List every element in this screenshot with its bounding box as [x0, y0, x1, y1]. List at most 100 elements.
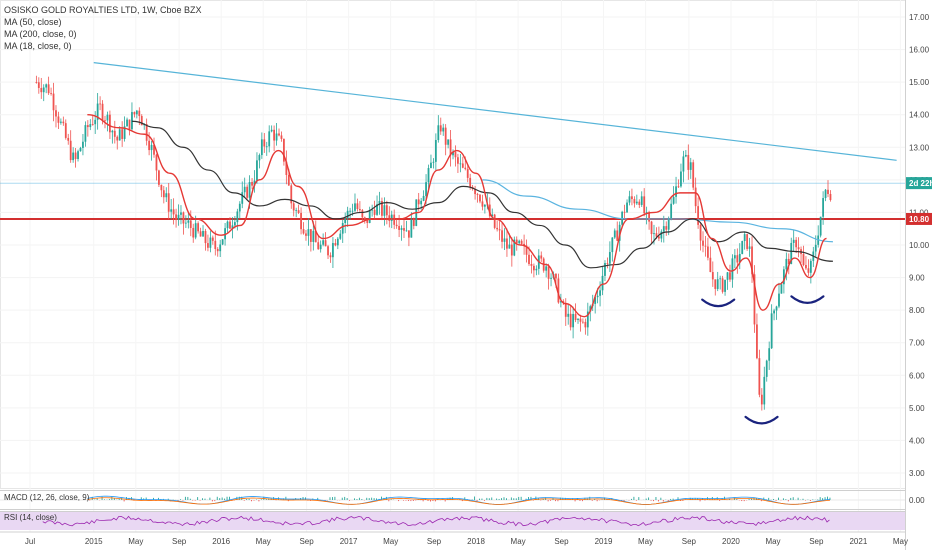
candle-body	[680, 171, 682, 187]
candle-body	[582, 321, 584, 323]
candle-body	[209, 237, 212, 248]
x-axis: Jul 2015 May Sep 2016 May Sep 2017 May Sep 2018 May…	[0, 531, 908, 546]
price-tags: 2d 22h 10.80	[906, 177, 932, 225]
candle-body	[721, 278, 724, 292]
candle-body	[368, 210, 371, 223]
x-tick-label: 2015	[85, 537, 103, 546]
candle-body	[584, 321, 587, 328]
candle-body	[155, 154, 158, 171]
candle-body	[795, 239, 798, 248]
rsi-band	[0, 512, 905, 530]
x-tick-label: Sep	[299, 537, 314, 546]
candle-body	[748, 246, 751, 249]
candle-body	[128, 119, 131, 130]
candle-body	[577, 318, 579, 321]
candle-body	[657, 236, 660, 239]
legend-ma-200[interactable]: MA (200, close, 0)	[4, 29, 77, 39]
candle-body	[515, 239, 518, 244]
candle-body	[596, 295, 599, 298]
candle-body	[297, 210, 300, 213]
candle-body	[540, 255, 543, 259]
y-tick-label: 5.00	[909, 404, 925, 413]
y-tick-label: 16.00	[909, 46, 930, 55]
candle-body	[559, 301, 562, 303]
x-tick-label: Sep	[554, 537, 569, 546]
candle-body	[626, 202, 628, 213]
x-tick-label: 2018	[467, 537, 485, 546]
ma-50-line	[482, 179, 833, 243]
candle-body	[787, 258, 790, 265]
rsi-panel	[0, 511, 905, 530]
legend-ma-18[interactable]: MA (18, close, 0)	[4, 41, 72, 51]
candle-body	[427, 168, 430, 183]
candle-body	[388, 215, 391, 221]
candle-body	[496, 227, 499, 230]
candle-body	[655, 233, 658, 237]
candle-body	[633, 199, 636, 204]
candle-body	[329, 255, 332, 258]
candle-body	[491, 214, 494, 217]
moving-averages	[87, 114, 833, 318]
candle-body	[643, 196, 646, 214]
candle-body	[743, 234, 746, 242]
candle-body	[199, 231, 202, 237]
candle-body	[376, 204, 378, 215]
trendline	[93, 62, 897, 161]
candle-body	[589, 306, 592, 312]
candle-body	[726, 272, 729, 280]
candle-body	[184, 222, 187, 224]
candle-body	[780, 284, 783, 294]
candle-body	[408, 230, 410, 238]
candle-body	[613, 230, 616, 238]
candle-body	[339, 233, 342, 239]
candle-body	[782, 269, 785, 285]
candle-body	[300, 212, 302, 230]
arc-annotation	[790, 295, 825, 304]
candle-body	[378, 201, 381, 205]
candle-body	[135, 110, 138, 115]
current-price-tag-text: 2d 22h	[909, 179, 932, 188]
candle-body	[189, 220, 192, 228]
candle-body	[758, 358, 761, 395]
candle-body	[608, 252, 611, 264]
macd-label[interactable]: MACD (12, 26, close, 9)	[4, 493, 90, 502]
candle-body	[604, 263, 606, 276]
candle-body	[324, 240, 327, 247]
candle-body	[118, 129, 121, 141]
candle-body	[729, 272, 731, 280]
candle-body	[243, 186, 246, 193]
candle-body	[797, 247, 800, 250]
candle-body	[417, 199, 420, 205]
candle-body	[84, 125, 87, 142]
candle-body	[567, 313, 570, 317]
candle-body	[550, 277, 552, 279]
legend-ma-50[interactable]: MA (50, close)	[4, 17, 62, 27]
candle-body	[469, 177, 472, 187]
candle-body	[586, 311, 589, 328]
candle-body	[231, 225, 234, 229]
candle-body	[111, 130, 114, 133]
candle-body	[251, 181, 253, 186]
candle-body	[349, 210, 351, 212]
candle-body	[145, 124, 148, 141]
candle-body	[687, 154, 690, 170]
candle-body	[667, 218, 670, 230]
candle-body	[822, 198, 825, 217]
candle-body	[170, 209, 173, 212]
candle-body	[623, 211, 626, 213]
candle-body	[523, 243, 525, 246]
candle-body	[449, 139, 452, 156]
candle-body	[383, 205, 386, 216]
rsi-label[interactable]: RSI (14, close)	[4, 513, 57, 522]
candle-body	[746, 234, 749, 249]
candle-body	[214, 240, 217, 249]
candle-body	[790, 242, 793, 265]
support-price-tag	[906, 212, 932, 225]
candle-body	[307, 229, 310, 236]
candle-body	[42, 87, 45, 93]
candle-body	[273, 129, 276, 141]
candle-body	[528, 254, 530, 265]
trendline-group	[93, 62, 897, 161]
candle-body	[314, 230, 317, 243]
